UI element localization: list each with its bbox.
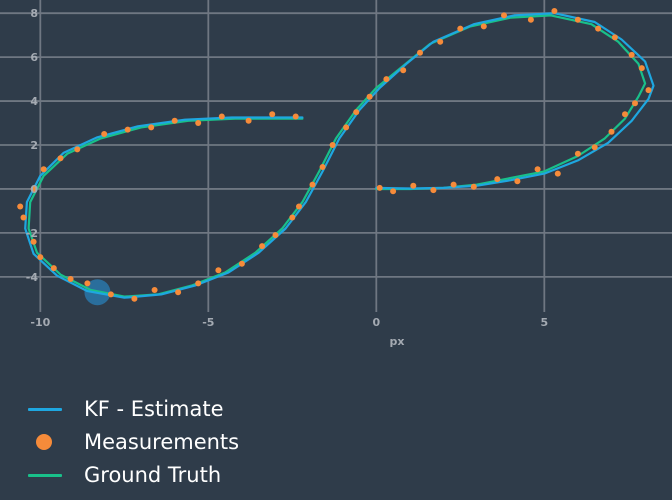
measurement-point (645, 87, 652, 94)
measurement-point (107, 291, 114, 298)
legend-label: KF - Estimate (84, 396, 224, 421)
measurement-point (628, 51, 635, 58)
measurement-point (245, 117, 252, 124)
measurement-point (457, 25, 464, 32)
measurement-point (383, 76, 390, 83)
legend-dot-icon (26, 432, 64, 452)
measurement-point (101, 131, 108, 137)
legend-item[interactable]: Measurements (26, 425, 526, 458)
measurement-point (437, 38, 444, 45)
legend-item[interactable]: Ground Truth (26, 458, 526, 491)
measurement-point (67, 276, 74, 282)
legend-label: Measurements (84, 429, 240, 454)
series-layer (17, 8, 655, 306)
y-tick-label: 0 (30, 183, 38, 196)
measurement-point (20, 214, 27, 221)
measurement-point (574, 150, 581, 157)
x-tick-label: -5 (202, 316, 214, 329)
y-tick-label: 6 (30, 51, 38, 64)
measurement-point (195, 120, 202, 126)
measurement-point (554, 170, 561, 177)
measurement-point (551, 8, 558, 14)
measurement-point (638, 65, 645, 72)
measurement-point (124, 126, 131, 133)
measurement-point (309, 181, 316, 188)
grid (0, 0, 672, 312)
measurement-point (40, 166, 47, 173)
measurement-point (57, 155, 64, 162)
measurement-point (37, 254, 44, 261)
measurement-point (218, 113, 225, 120)
measurement-point (292, 113, 299, 120)
measurement-point (131, 295, 138, 302)
measurement-point (501, 12, 507, 19)
measurement-point (534, 166, 541, 173)
measurement-point (296, 203, 302, 210)
measurement-point (591, 144, 598, 151)
measurement-point (400, 67, 407, 74)
measurement-point (480, 23, 487, 30)
measurement-point (289, 214, 296, 221)
y-tick-label: -4 (26, 271, 39, 284)
measurement-point (17, 203, 24, 210)
legend: KF - Estimate Measurements Ground Truth (26, 392, 526, 491)
measurement-point (632, 100, 638, 107)
measurement-point (366, 93, 373, 100)
ground-truth-line (27, 14, 647, 298)
measurement-point (50, 265, 57, 272)
legend-line-icon (26, 465, 64, 485)
measurement-point (622, 111, 628, 118)
measurement-point (343, 124, 350, 131)
measurement-point (595, 25, 602, 32)
measurement-point (417, 49, 423, 56)
legend-label: Ground Truth (84, 462, 222, 487)
measurement-point (148, 124, 155, 131)
measurement-point (74, 146, 81, 153)
measurement-point (611, 34, 618, 41)
measurement-point (514, 178, 521, 185)
legend-item[interactable]: KF - Estimate (26, 392, 526, 425)
measurement-point (527, 16, 534, 23)
measurement-point (171, 117, 178, 124)
legend-line-icon (26, 399, 64, 419)
measurement-point (319, 164, 326, 170)
measurement-point (470, 183, 477, 190)
measurement-point (30, 238, 37, 245)
y-tick-label: 2 (30, 139, 38, 152)
x-axis-title: px (390, 335, 405, 348)
measurement-point (175, 289, 182, 296)
measurement-point (269, 111, 276, 118)
axes: px -10 -5 0 5 -4 -2 0 2 4 6 8 (26, 7, 548, 348)
x-tick-label: -10 (30, 316, 50, 329)
measurement-point (410, 182, 417, 189)
measurement-point (390, 188, 397, 195)
measurement-point (329, 142, 336, 148)
chart: px -10 -5 0 5 -4 -2 0 2 4 6 8 (0, 0, 672, 348)
measurement-point (84, 280, 91, 287)
measurement-point (195, 280, 202, 287)
measurement-point (353, 109, 360, 116)
measurement-point (430, 187, 437, 194)
measurement-point (30, 186, 37, 192)
kf-estimate-line (24, 12, 655, 299)
measurement-point (151, 287, 158, 293)
measurement-point (259, 243, 266, 250)
measurement-point (450, 181, 457, 188)
measurement-point (272, 232, 279, 239)
x-tick-label: 5 (540, 316, 548, 329)
measurement-point (574, 16, 581, 23)
measurement-point (376, 184, 383, 191)
measurement-point (494, 176, 501, 183)
measurement-point (608, 128, 615, 135)
x-tick-label: 0 (372, 316, 380, 329)
y-tick-label: 4 (30, 95, 38, 108)
y-tick-label: 8 (30, 7, 38, 20)
y-tick-label: -2 (26, 227, 38, 240)
measurement-point (238, 260, 245, 267)
measurement-point (215, 267, 222, 274)
